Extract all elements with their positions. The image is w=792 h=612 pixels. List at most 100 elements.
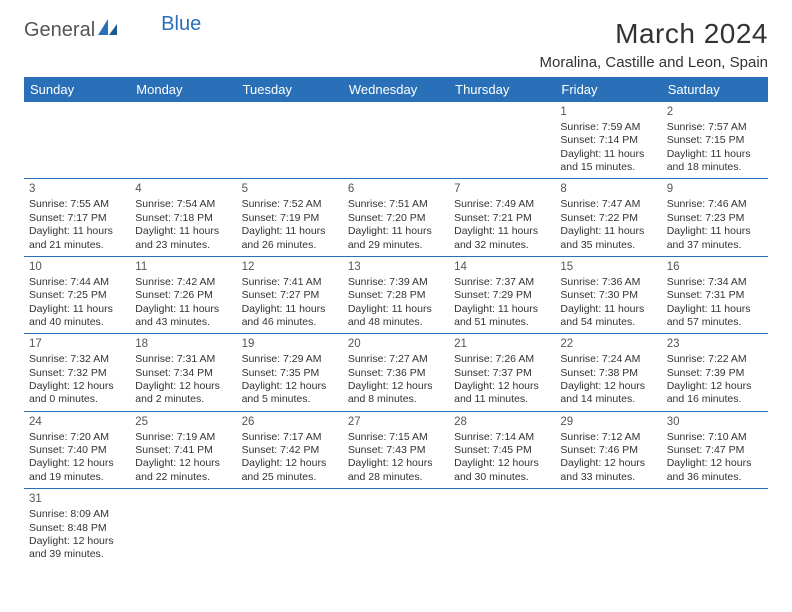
sunset-line: Sunset: 8:48 PM	[29, 522, 125, 535]
daylight-line: Daylight: 12 hours and 5 minutes.	[242, 380, 338, 407]
sunset-line: Sunset: 7:31 PM	[667, 289, 763, 302]
calendar-empty-cell	[237, 489, 343, 566]
daylight-line: Daylight: 12 hours and 11 minutes.	[454, 380, 550, 407]
sunset-line: Sunset: 7:19 PM	[242, 212, 338, 225]
sunrise-line: Sunrise: 7:24 AM	[560, 353, 656, 366]
day-number: 29	[560, 415, 656, 430]
day-number: 25	[135, 415, 231, 430]
day-number: 10	[29, 260, 125, 275]
calendar-day-cell: 20Sunrise: 7:27 AMSunset: 7:36 PMDayligh…	[343, 334, 449, 411]
day-number: 11	[135, 260, 231, 275]
sunrise-line: Sunrise: 8:09 AM	[29, 508, 125, 521]
logo-text-general: General	[24, 19, 95, 42]
calendar-empty-cell	[343, 489, 449, 566]
calendar-empty-cell	[662, 489, 768, 566]
day-number: 31	[29, 492, 125, 507]
daylight-line: Daylight: 12 hours and 30 minutes.	[454, 457, 550, 484]
day-number: 24	[29, 415, 125, 430]
day-header: Sunday	[24, 77, 130, 102]
sunset-line: Sunset: 7:38 PM	[560, 367, 656, 380]
day-number: 12	[242, 260, 338, 275]
title-block: March 2024 Moralina, Castille and Leon, …	[540, 18, 768, 71]
sunset-line: Sunset: 7:27 PM	[242, 289, 338, 302]
sunrise-line: Sunrise: 7:12 AM	[560, 431, 656, 444]
day-number: 18	[135, 337, 231, 352]
daylight-line: Daylight: 11 hours and 40 minutes.	[29, 303, 125, 330]
daylight-line: Daylight: 11 hours and 46 minutes.	[242, 303, 338, 330]
sunset-line: Sunset: 7:39 PM	[667, 367, 763, 380]
sunset-line: Sunset: 7:23 PM	[667, 212, 763, 225]
sunset-line: Sunset: 7:47 PM	[667, 444, 763, 457]
sunrise-line: Sunrise: 7:42 AM	[135, 276, 231, 289]
calendar-week-row: 17Sunrise: 7:32 AMSunset: 7:32 PMDayligh…	[24, 334, 768, 411]
daylight-line: Daylight: 12 hours and 33 minutes.	[560, 457, 656, 484]
daylight-line: Daylight: 12 hours and 39 minutes.	[29, 535, 125, 562]
sunset-line: Sunset: 7:20 PM	[348, 212, 444, 225]
sunset-line: Sunset: 7:25 PM	[29, 289, 125, 302]
day-header: Friday	[555, 77, 661, 102]
daylight-line: Daylight: 12 hours and 2 minutes.	[135, 380, 231, 407]
sunrise-line: Sunrise: 7:52 AM	[242, 198, 338, 211]
calendar-day-cell: 26Sunrise: 7:17 AMSunset: 7:42 PMDayligh…	[237, 411, 343, 488]
sunset-line: Sunset: 7:30 PM	[560, 289, 656, 302]
sunrise-line: Sunrise: 7:15 AM	[348, 431, 444, 444]
sunset-line: Sunset: 7:35 PM	[242, 367, 338, 380]
daylight-line: Daylight: 12 hours and 0 minutes.	[29, 380, 125, 407]
calendar-day-cell: 16Sunrise: 7:34 AMSunset: 7:31 PMDayligh…	[662, 256, 768, 333]
daylight-line: Daylight: 12 hours and 14 minutes.	[560, 380, 656, 407]
sunrise-line: Sunrise: 7:10 AM	[667, 431, 763, 444]
sunset-line: Sunset: 7:34 PM	[135, 367, 231, 380]
calendar-empty-cell	[449, 102, 555, 179]
sunset-line: Sunset: 7:18 PM	[135, 212, 231, 225]
sunrise-line: Sunrise: 7:37 AM	[454, 276, 550, 289]
calendar-week-row: 31Sunrise: 8:09 AMSunset: 8:48 PMDayligh…	[24, 489, 768, 566]
sunset-line: Sunset: 7:14 PM	[560, 134, 656, 147]
day-number: 17	[29, 337, 125, 352]
sunset-line: Sunset: 7:21 PM	[454, 212, 550, 225]
day-number: 2	[667, 105, 763, 120]
sunrise-line: Sunrise: 7:32 AM	[29, 353, 125, 366]
sunrise-line: Sunrise: 7:41 AM	[242, 276, 338, 289]
calendar-day-cell: 31Sunrise: 8:09 AMSunset: 8:48 PMDayligh…	[24, 489, 130, 566]
daylight-line: Daylight: 11 hours and 48 minutes.	[348, 303, 444, 330]
sunrise-line: Sunrise: 7:17 AM	[242, 431, 338, 444]
daylight-line: Daylight: 11 hours and 51 minutes.	[454, 303, 550, 330]
month-title: March 2024	[540, 18, 768, 50]
sunrise-line: Sunrise: 7:20 AM	[29, 431, 125, 444]
logo-text-blue: Blue	[161, 13, 201, 36]
sunset-line: Sunset: 7:26 PM	[135, 289, 231, 302]
daylight-line: Daylight: 11 hours and 43 minutes.	[135, 303, 231, 330]
day-header: Saturday	[662, 77, 768, 102]
day-number: 4	[135, 182, 231, 197]
sunrise-line: Sunrise: 7:39 AM	[348, 276, 444, 289]
daylight-line: Daylight: 11 hours and 32 minutes.	[454, 225, 550, 252]
sunrise-line: Sunrise: 7:59 AM	[560, 121, 656, 134]
logo: General Blue	[24, 18, 201, 42]
calendar-day-cell: 5Sunrise: 7:52 AMSunset: 7:19 PMDaylight…	[237, 179, 343, 256]
calendar-week-row: 10Sunrise: 7:44 AMSunset: 7:25 PMDayligh…	[24, 256, 768, 333]
calendar-day-cell: 29Sunrise: 7:12 AMSunset: 7:46 PMDayligh…	[555, 411, 661, 488]
sunset-line: Sunset: 7:41 PM	[135, 444, 231, 457]
calendar-day-cell: 11Sunrise: 7:42 AMSunset: 7:26 PMDayligh…	[130, 256, 236, 333]
day-number: 5	[242, 182, 338, 197]
sunrise-line: Sunrise: 7:29 AM	[242, 353, 338, 366]
sunset-line: Sunset: 7:15 PM	[667, 134, 763, 147]
calendar-day-cell: 8Sunrise: 7:47 AMSunset: 7:22 PMDaylight…	[555, 179, 661, 256]
sunrise-line: Sunrise: 7:44 AM	[29, 276, 125, 289]
daylight-line: Daylight: 11 hours and 29 minutes.	[348, 225, 444, 252]
day-number: 14	[454, 260, 550, 275]
day-header: Thursday	[449, 77, 555, 102]
calendar-day-cell: 19Sunrise: 7:29 AMSunset: 7:35 PMDayligh…	[237, 334, 343, 411]
day-number: 9	[667, 182, 763, 197]
calendar-body: 1Sunrise: 7:59 AMSunset: 7:14 PMDaylight…	[24, 102, 768, 566]
day-number: 3	[29, 182, 125, 197]
sunrise-line: Sunrise: 7:14 AM	[454, 431, 550, 444]
day-number: 6	[348, 182, 444, 197]
calendar-day-cell: 7Sunrise: 7:49 AMSunset: 7:21 PMDaylight…	[449, 179, 555, 256]
sunrise-line: Sunrise: 7:19 AM	[135, 431, 231, 444]
calendar-empty-cell	[343, 102, 449, 179]
calendar-day-cell: 28Sunrise: 7:14 AMSunset: 7:45 PMDayligh…	[449, 411, 555, 488]
daylight-line: Daylight: 11 hours and 15 minutes.	[560, 148, 656, 175]
day-number: 1	[560, 105, 656, 120]
calendar-day-cell: 1Sunrise: 7:59 AMSunset: 7:14 PMDaylight…	[555, 102, 661, 179]
